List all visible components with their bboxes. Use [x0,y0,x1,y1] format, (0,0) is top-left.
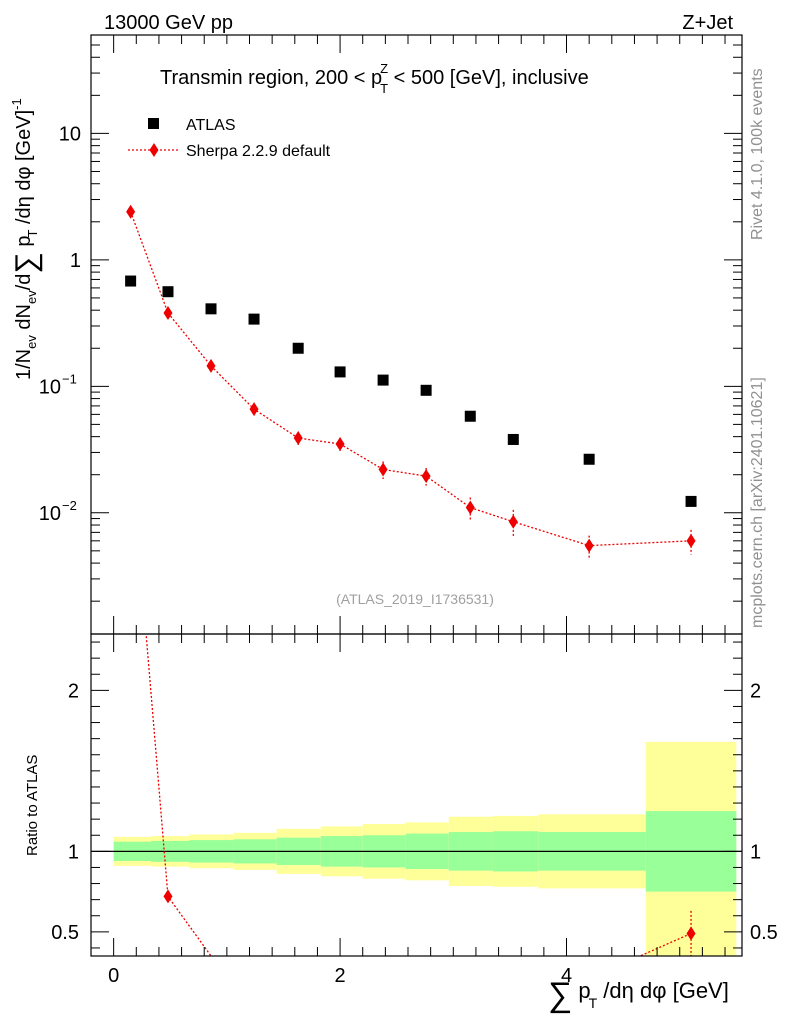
legend-atlas-label: ATLAS [186,117,236,134]
x-axis-label: ∑ pT /dη dφ [GeV] [548,976,729,1014]
atlas-point [334,366,346,378]
atlas-point [125,275,137,287]
x-axis-ticks: 0 2 4 [90,35,726,987]
legend-sherpa-label: Sherpa 2.2.9 default [186,143,331,160]
ratio-y-tick-label-right: 1 [750,841,761,863]
ratio-series [145,634,696,956]
main-y-tick-exponent: −2 [62,498,77,513]
legend-sherpa-marker [149,143,159,157]
sherpa-point [584,538,594,553]
ratio-sherpa-point [686,926,696,941]
ratio-sherpa-point [163,889,173,904]
atlas-point [507,433,519,445]
ratio-y-tick-label-left: 2 [68,680,79,702]
sherpa-point [293,431,303,446]
main-y-axis-label: 1/Nev dNev/d∑ pT /dη dφ [GeV]-1 [9,98,43,380]
ratio-frame [90,633,743,957]
title-part-b: < 500 [GeV], inclusive [388,67,589,89]
atlas-point [685,495,697,507]
title-sub: T [380,81,388,96]
sherpa-point [508,514,518,529]
x-tick-label: 2 [335,965,346,987]
sherpa-point [126,204,136,219]
sherpa-point [421,469,431,484]
energy-label: 13000 GeV pp [104,12,233,34]
main-y-tick-exponent: −1 [62,371,77,386]
main-y-tick-label: 10 [39,503,61,525]
main-y-tick-label: 10 [59,123,81,145]
sherpa-point [465,500,475,515]
ratio-sherpa-line [145,634,692,956]
ratio-y-ticks: 2 2 1 1 0.5 0.5 [51,641,778,949]
sherpa-point [163,306,173,321]
atlas-point [377,374,389,386]
ratio-bands [113,741,737,956]
atlas-point [205,303,217,315]
plot-title: Transmin region, 200 < pZ T < 500 [GeV], … [160,61,589,96]
atlas-point [464,410,476,422]
atlas-point [162,286,174,298]
ratio-y-tick-label-left: 1 [68,841,79,863]
title-sup: Z [380,61,388,76]
atlas-point [420,384,432,396]
ratio-y-tick-label-right: 2 [750,680,761,702]
main-y-tick-label: 1 [70,250,81,272]
mcplots-label: mcplots.cern.ch [arXiv:2401.10621] [749,377,766,628]
sherpa-point [686,533,696,548]
ratio-y-tick-label-right: 0.5 [750,922,778,944]
sherpa-line [130,211,692,547]
rivet-label: Rivet 4.1.0, 100k events [749,68,766,240]
atlas-point [292,342,304,354]
ratio-y-tick-label-left: 0.5 [51,922,79,944]
sherpa-point [206,358,216,373]
analysis-id: (ATLAS_2019_I1736531) [336,591,494,607]
x-tick-label: 4 [561,965,572,987]
sherpa-point [335,436,345,451]
sherpa-point [378,462,388,477]
ratio-panel: 2 2 1 1 0.5 0.5 0 2 4 Ratio to ATLAS [24,35,778,987]
atlas-point [248,313,260,325]
title-part-a: Transmin region, 200 < p [160,67,382,89]
main-series [125,204,697,558]
x-tick-label: 0 [108,965,119,987]
legend-atlas-marker [148,118,159,129]
ratio-y-axis-label: Ratio to ATLAS [24,755,41,856]
sherpa-point [249,402,259,417]
atlas-point [583,453,595,465]
process-label: Z+Jet [682,12,733,34]
ratio-series-group [145,634,696,956]
main-y-tick-label: 10 [39,376,61,398]
